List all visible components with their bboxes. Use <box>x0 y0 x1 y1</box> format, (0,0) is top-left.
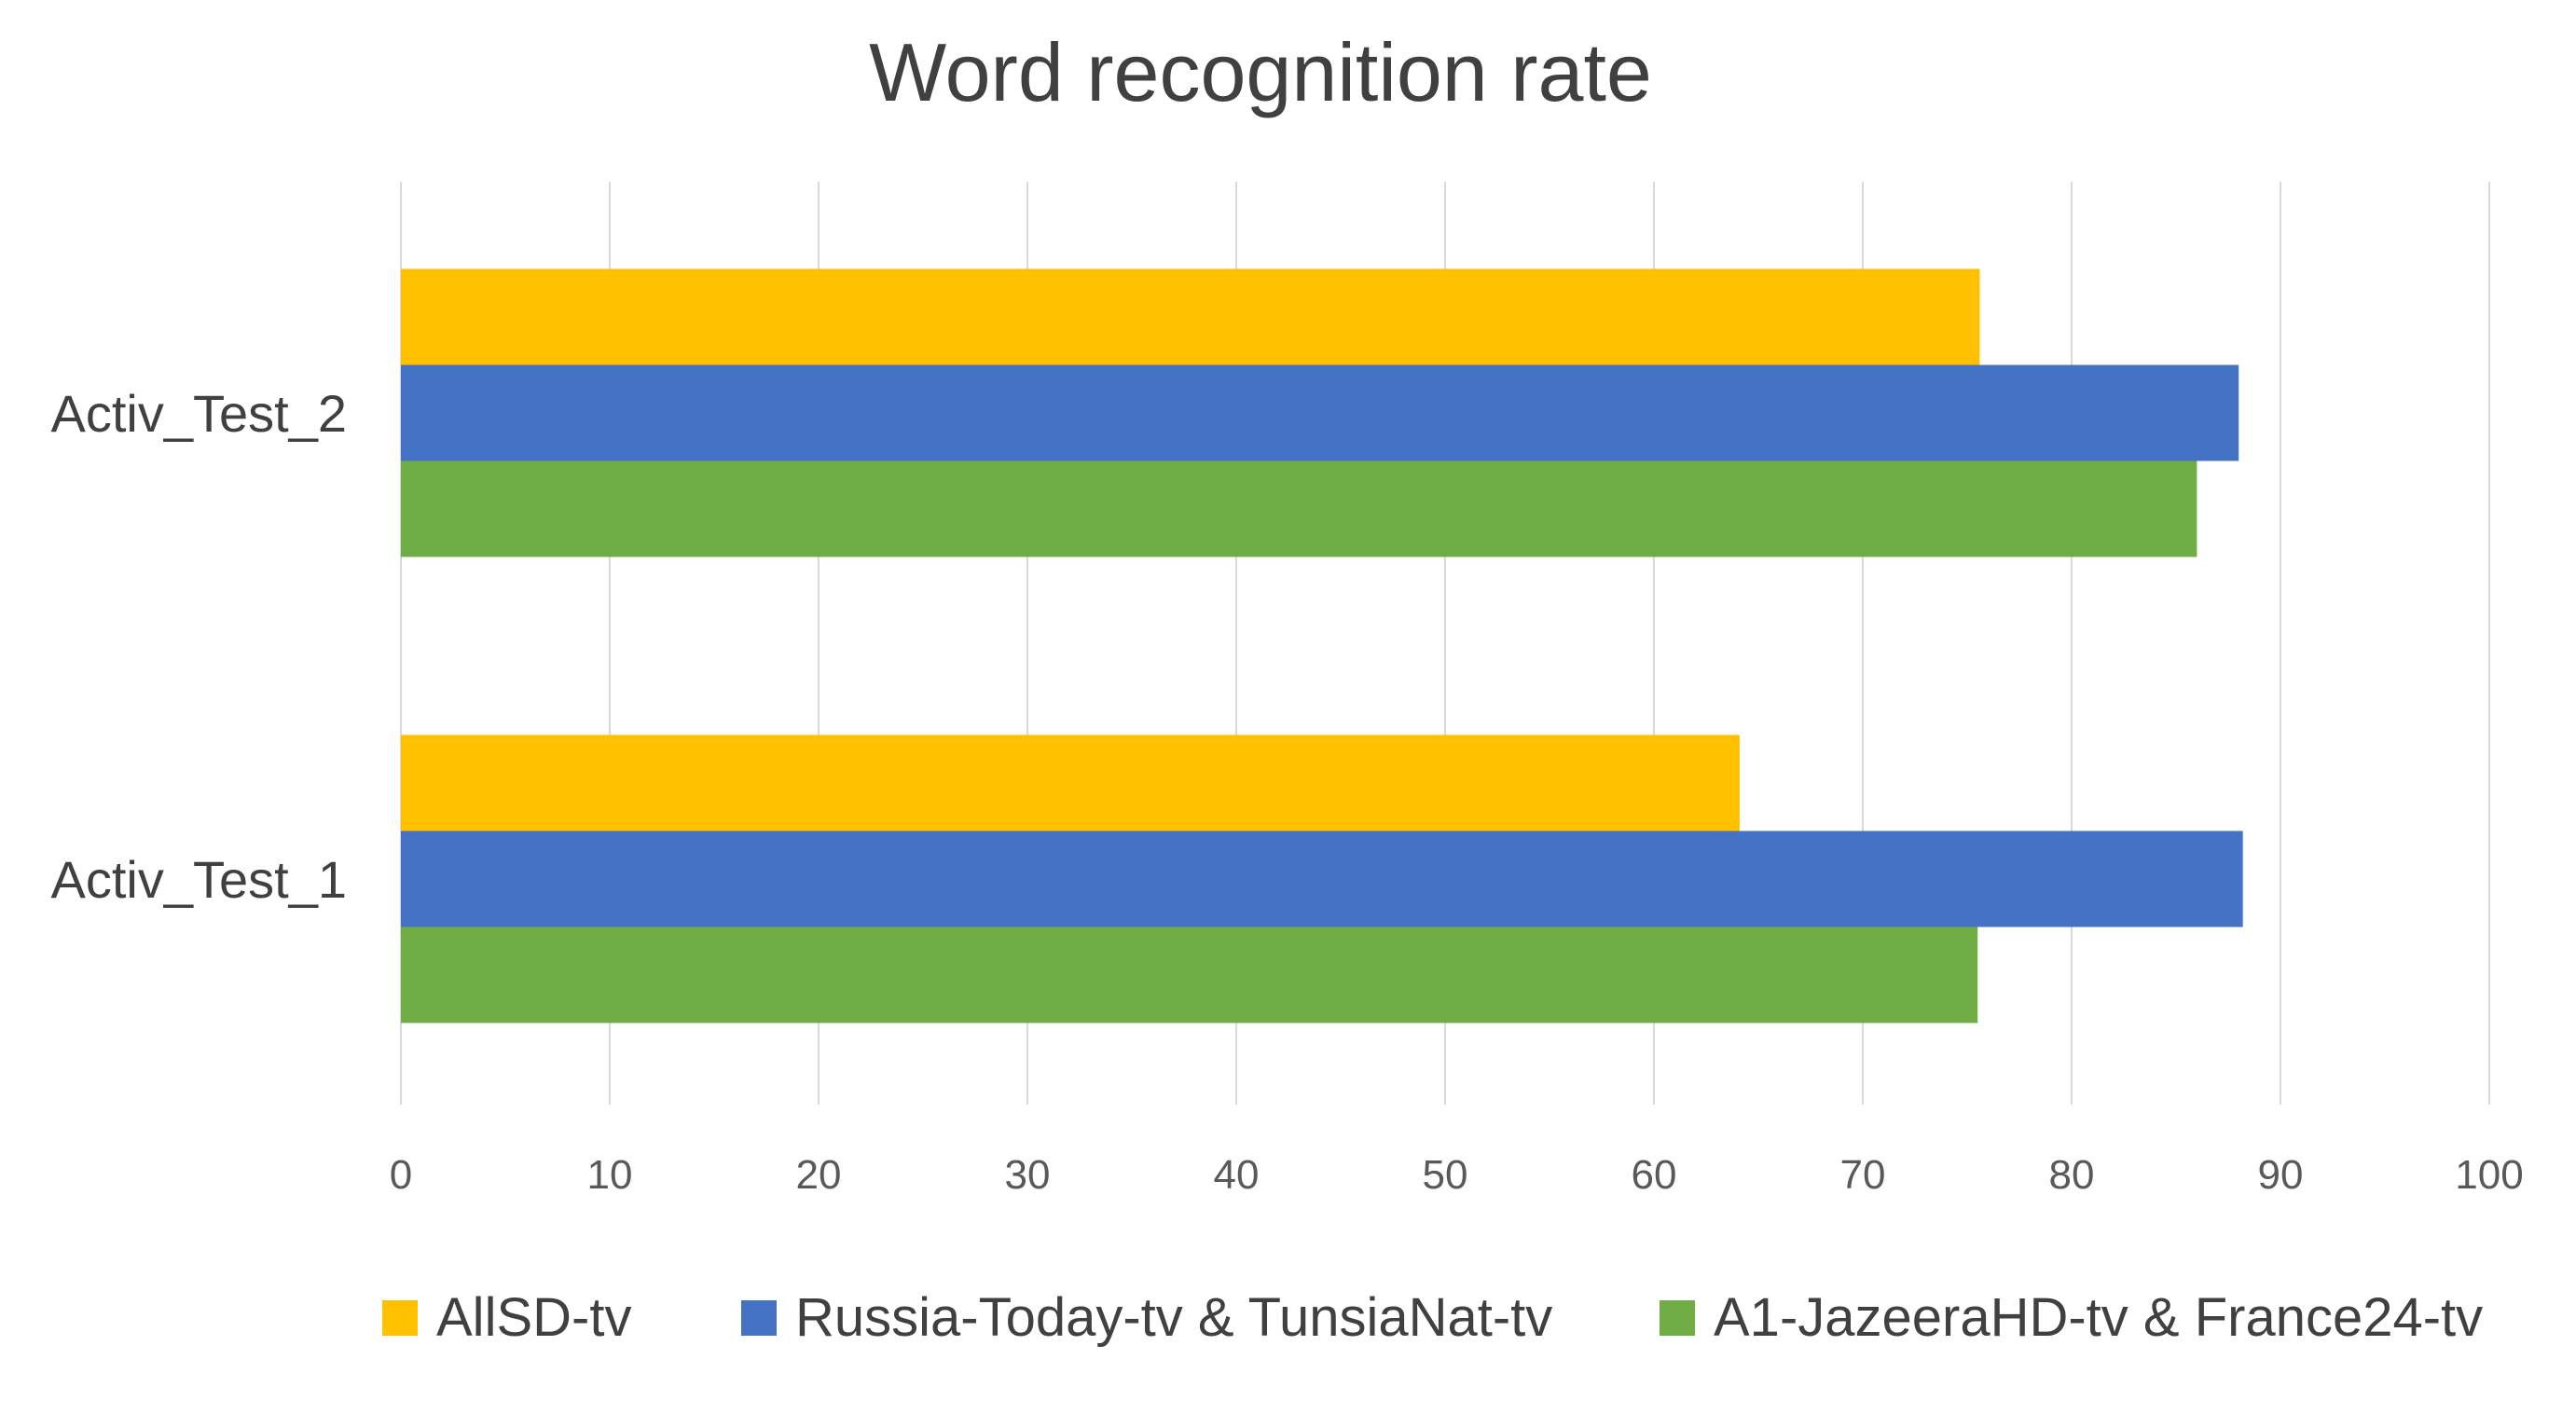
chart-title: Word recognition rate <box>869 26 1652 118</box>
x-axis-ticks: 0 10 20 30 40 50 60 70 80 90 100 <box>390 1152 2524 1198</box>
legend: AllSD-tv Russia-Today-tv & TunsiaNat-tv A1… <box>382 1287 2483 1348</box>
legend-swatch <box>741 1300 777 1336</box>
x-tick-label: 40 <box>1214 1152 1260 1198</box>
category-labels: Activ_Test_2 Activ_Test_1 <box>51 384 348 909</box>
x-tick-label: 60 <box>1632 1152 1677 1198</box>
x-tick-label: 70 <box>1840 1152 1886 1198</box>
legend-swatch <box>1660 1300 1695 1336</box>
bar <box>401 268 1980 365</box>
legend-label: A1-JazeeraHD-tv & France24-tv <box>1714 1287 2483 1348</box>
legend-item: A1-JazeeraHD-tv & France24-tv <box>1660 1287 2483 1348</box>
bar <box>401 460 2197 557</box>
category-label: Activ_Test_2 <box>51 384 348 443</box>
x-tick-label: 80 <box>2049 1152 2095 1198</box>
bar <box>401 735 1740 831</box>
x-tick-label: 100 <box>2455 1152 2523 1198</box>
x-tick-label: 0 <box>390 1152 412 1198</box>
legend-item: AllSD-tv <box>382 1287 631 1348</box>
x-tick-label: 20 <box>796 1152 842 1198</box>
bar <box>401 927 1978 1023</box>
legend-label: AllSD-tv <box>436 1287 631 1348</box>
legend-swatch <box>382 1300 418 1336</box>
x-tick-label: 10 <box>587 1152 633 1198</box>
category-label: Activ_Test_1 <box>51 850 348 909</box>
x-tick-label: 90 <box>2258 1152 2304 1198</box>
x-tick-label: 30 <box>1005 1152 1051 1198</box>
bar <box>401 364 2239 461</box>
legend-item: Russia-Today-tv & TunsiaNat-tv <box>741 1287 1552 1348</box>
bars <box>401 268 2243 1023</box>
legend-label: Russia-Today-tv & TunsiaNat-tv <box>795 1287 1552 1348</box>
x-tick-label: 50 <box>1423 1152 1468 1198</box>
bar <box>401 831 2243 927</box>
